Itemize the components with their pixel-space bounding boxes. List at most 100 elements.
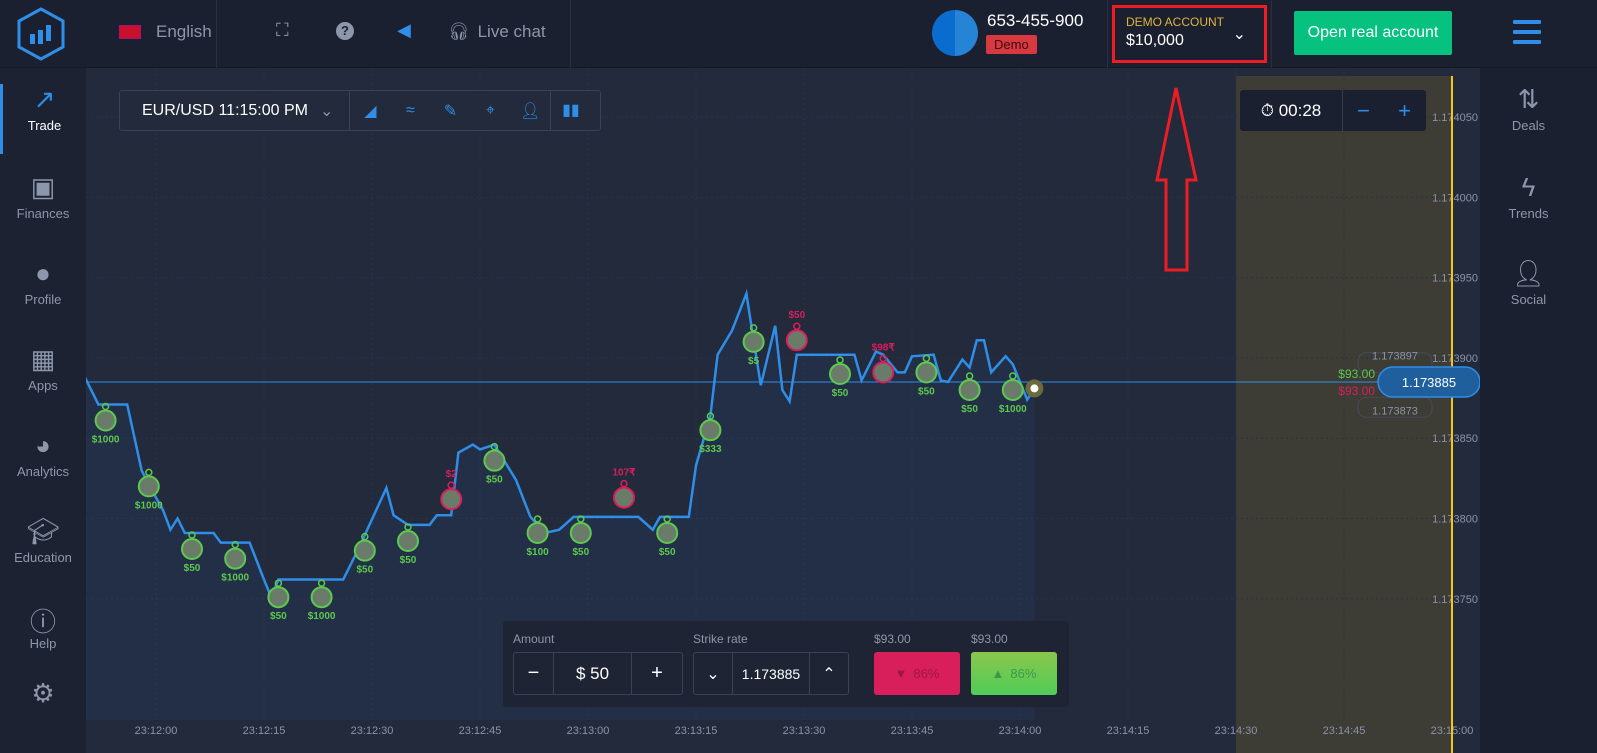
crosshair-icon[interactable]: ⌖ [485, 101, 495, 119]
trade-avatar [958, 379, 981, 402]
lower-strike-label: 1.173873 [1372, 405, 1418, 417]
strike-up-button[interactable]: ⌃ [822, 665, 836, 683]
pencil-icon[interactable]: ✎ [443, 102, 458, 120]
logo[interactable] [14, 7, 68, 61]
y-tick-label: 1.173950 [1432, 273, 1478, 285]
left-sidebar: ↗ Trade ▣ Finances ● Profile ▦ Apps ◕ Analyti… [0, 68, 86, 753]
amount-minus-button[interactable]: − [514, 653, 554, 694]
sidebar-item-finances[interactable]: ▣ Finances [0, 172, 86, 221]
x-tick-label: 23:14:30 [1215, 725, 1258, 737]
settings-button[interactable]: ⚙ [0, 678, 86, 712]
avatar[interactable] [932, 10, 978, 56]
open-real-account-button[interactable]: Open real account [1294, 11, 1452, 55]
user-id: 653-455-900 [987, 11, 1084, 30]
trade-amount-label: $5 [748, 356, 760, 367]
sidebar-item-analytics[interactable]: ◕ Analytics [0, 430, 86, 479]
y-tick-label: 1.173800 [1432, 514, 1478, 526]
trade-avatar [699, 419, 722, 442]
trade-avatar [440, 488, 463, 511]
trade-avatar [742, 330, 765, 353]
price-chart[interactable]: 23:12:00 23:12:15 23:12:30 23:12:45 23:13:00… [86, 68, 1480, 753]
up-button[interactable]: ▲ 86% [971, 652, 1057, 695]
trade-amount-label: $50 [572, 547, 589, 558]
sidebar-item-trade[interactable]: ↗ Trade [0, 84, 86, 154]
trade-avatar [483, 449, 506, 472]
sidebar-item-apps[interactable]: ▦ Apps [0, 344, 86, 393]
price-area [86, 293, 1035, 720]
chevron-down-icon: ⌄ [1232, 26, 1246, 43]
trade-avatar [915, 361, 938, 384]
y-tick-label: 1.174000 [1432, 192, 1478, 204]
trade-amount-label: $50 [659, 547, 676, 558]
chevron-down-icon: ⌄ [320, 102, 334, 120]
strike-down-button[interactable]: ⌄ [694, 653, 733, 694]
live-chat-button[interactable]: 🎧︎ Live chat [448, 22, 546, 41]
uk-flag-icon [118, 24, 142, 40]
trade-avatar [181, 538, 203, 561]
demo-badge: Demo [986, 35, 1037, 54]
x-tick-label: 23:12:45 [459, 725, 502, 737]
arrows-up-down-icon: ⇅ [1517, 84, 1540, 114]
headset-icon: 🎧︎ [448, 22, 470, 41]
banknote-icon: ▣ [30, 172, 56, 202]
speaker-icon[interactable]: ◀ [397, 20, 411, 40]
sidebar-item-deals[interactable]: ⇅ Deals [1480, 84, 1577, 133]
y-tick-label: 1.173900 [1432, 353, 1478, 365]
sidebar-item-help[interactable]: ⓘ Help [0, 602, 86, 651]
trade-amount-label: $98₹ [872, 342, 896, 353]
sidebar-item-trends[interactable]: ϟ Trends [1480, 172, 1577, 221]
y-tick-label: 1.173850 [1432, 433, 1478, 445]
account-selector[interactable]: DEMO ACCOUNT $10,000 ⌄ [1112, 5, 1267, 63]
y-tick-label: 1.173750 [1432, 594, 1478, 606]
x-tick-label: 23:14:00 [999, 725, 1042, 737]
trade-panel: Amount − $ 50 + Strike rate ⌄ 1.173885 ⌃… [503, 621, 1069, 707]
chart-toolbar: EUR/USD 11:15:00 PM ⌄ ◢ ≈ ✎ ⌖ 👤︎ ▮▮ [119, 90, 601, 131]
trade-amount-label: $2 [446, 469, 458, 480]
trade-amount-label: $50 [356, 565, 373, 576]
user-icon: ● [35, 258, 51, 288]
area-chart-icon[interactable]: ◢ [364, 102, 377, 120]
trade-avatar [397, 529, 419, 552]
sidebar-item-social[interactable]: 👤︎ Social [1480, 258, 1577, 307]
info-icon: ⓘ [29, 607, 56, 637]
amount-input[interactable]: $ 50 [554, 653, 632, 694]
trade-avatar [353, 539, 376, 562]
down-button[interactable]: ▼ 86% [874, 652, 960, 695]
x-tick-label: 23:13:00 [567, 725, 610, 737]
asset-selector[interactable]: EUR/USD 11:15:00 PM ⌄ [120, 91, 351, 130]
x-tick-label: 23:12:15 [243, 725, 286, 737]
trade-amount-label: $50 [961, 404, 978, 415]
add-user-icon[interactable]: 👤︎ [520, 102, 541, 120]
strike-rate-input[interactable]: 1.173885 [733, 653, 810, 694]
expiry-timer: ⏱︎ 00:28 − + [1240, 90, 1426, 131]
stopwatch-icon: ⏱︎ [1260, 101, 1274, 120]
indicators-icon[interactable]: ≈ [406, 101, 415, 119]
language-selector[interactable]: English [118, 22, 212, 42]
layout-icon[interactable]: ▮▮ [550, 91, 590, 130]
price-line [86, 288, 1036, 601]
current-price-label: 1.173885 [1402, 375, 1456, 390]
trade-avatar [872, 361, 895, 384]
timer-plus-button[interactable]: + [1398, 97, 1411, 123]
trade-amount-label: $1000 [999, 404, 1027, 415]
timer-minus-button[interactable]: − [1357, 97, 1370, 123]
trade-avatar [267, 586, 290, 609]
chevron-up-icon: ▲ [991, 666, 1005, 681]
sidebar-item-profile[interactable]: ● Profile [0, 258, 86, 307]
graduation-cap-icon: 🎓︎ [26, 516, 60, 546]
trade-avatar [224, 547, 247, 570]
help-icon[interactable]: ? [336, 22, 354, 40]
amount-plus-button[interactable]: + [651, 662, 663, 684]
sidebar-item-education[interactable]: 🎓︎ Education [0, 516, 86, 565]
trade-amount-label: $50 [270, 611, 287, 622]
top-bar: English ⛶ ? ◀ 🎧︎ Live chat 653-455-900 De… [0, 0, 1597, 68]
trade-amount-label: $1000 [221, 573, 249, 584]
trade-avatar [569, 521, 592, 544]
trade-amount-label: 107₹ [612, 468, 636, 479]
trade-amount-label: $100 [526, 547, 549, 558]
trade-amount-label: $1000 [308, 611, 336, 622]
hamburger-menu-icon[interactable] [1513, 20, 1541, 50]
user-plus-icon: 👤︎ [1511, 258, 1545, 288]
x-tick-label: 23:12:00 [135, 725, 178, 737]
fullscreen-icon[interactable]: ⛶ [276, 20, 289, 40]
